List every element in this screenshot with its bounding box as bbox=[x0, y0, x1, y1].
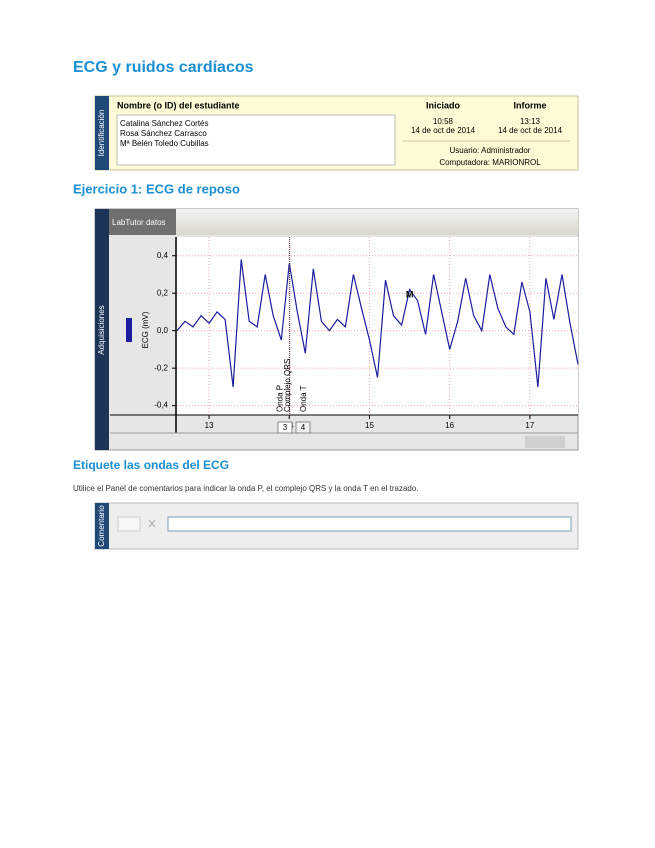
channel-swatch bbox=[126, 318, 132, 342]
page-button[interactable] bbox=[295, 421, 311, 434]
chart-strip bbox=[95, 209, 109, 450]
chart-header bbox=[109, 209, 578, 235]
chart-tab bbox=[109, 209, 176, 235]
scrollbar[interactable] bbox=[525, 436, 565, 448]
report-date: 14 de oct de 2014 bbox=[498, 126, 563, 135]
y-tick-label: 0,0 bbox=[157, 326, 169, 335]
annotation: Complejo QRS bbox=[283, 359, 292, 412]
instructions: Utilice el Panel de comentarios para ind… bbox=[73, 484, 419, 493]
y-tick-label: 0,2 bbox=[157, 288, 169, 297]
page-number: 3 bbox=[283, 423, 288, 432]
student: Catalina Sánchez Cortés bbox=[120, 119, 209, 128]
report-label: Informe bbox=[513, 100, 546, 110]
started-time: 10:58 bbox=[433, 117, 454, 126]
comment-label: Comentario bbox=[97, 505, 106, 547]
annotation: Onda P bbox=[276, 385, 285, 412]
student: Rosa Sánchez Carrasco bbox=[120, 129, 207, 138]
page-title: ECG y ruidos cardíacos bbox=[73, 59, 254, 76]
computer: Computadora: MARIONROL bbox=[439, 158, 541, 167]
marker: M bbox=[406, 289, 414, 299]
student: Mª Belén Toledo Cubillas bbox=[120, 139, 209, 148]
y-tick-label: -0,4 bbox=[154, 401, 168, 410]
annotation: Onda T bbox=[299, 385, 308, 412]
comment-input[interactable] bbox=[167, 516, 572, 532]
id-strip bbox=[95, 96, 109, 170]
report-time: 13:13 bbox=[520, 117, 541, 126]
ecg-line bbox=[176, 259, 579, 387]
chart-side-label: Adquisiciones bbox=[97, 305, 106, 354]
x-tick-label: 16 bbox=[445, 421, 454, 430]
clear-icon[interactable] bbox=[148, 519, 156, 528]
page-number: 4 bbox=[301, 423, 306, 432]
x-tick-label: 17 bbox=[525, 421, 534, 430]
y-tick-label: 0,4 bbox=[157, 251, 169, 260]
section-title: Etiquete las ondas del ECG bbox=[73, 458, 229, 472]
id-side-label: Identificación bbox=[97, 110, 106, 157]
students-box bbox=[116, 114, 396, 166]
plot-area bbox=[177, 237, 578, 415]
x-tick-label: 13 bbox=[205, 421, 214, 430]
comment-swatch[interactable] bbox=[117, 516, 141, 532]
x-tick-label: 15 bbox=[365, 421, 374, 430]
started-label: Iniciado bbox=[426, 100, 461, 110]
page-button[interactable] bbox=[277, 421, 293, 434]
started-date: 14 de oct de 2014 bbox=[411, 126, 476, 135]
section-title: Ejercicio 1: ECG de reposo bbox=[73, 181, 240, 196]
y-axis-label: ECG (mV) bbox=[141, 311, 150, 348]
student-header: Nombre (o ID) del estudiante bbox=[117, 100, 240, 110]
y-tick-label: -0,2 bbox=[154, 363, 168, 372]
comment-strip bbox=[95, 503, 109, 549]
user: Usuario: Administrador bbox=[450, 146, 531, 155]
chart-title: LabTutor datos bbox=[112, 218, 166, 227]
